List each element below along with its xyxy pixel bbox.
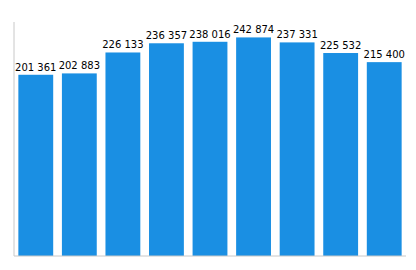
bar [18,75,53,256]
bar [280,42,315,256]
bar [367,62,402,256]
data-label: 242 874 [233,24,274,35]
data-label: 215 400 [364,49,405,60]
bar [62,73,97,256]
x-axis-line [14,256,406,257]
chart-container: 201 361202 883226 133236 357238 016242 8… [0,0,416,270]
y-axis-line [14,22,15,256]
data-label: 201 361 [15,62,56,73]
bar [149,43,184,256]
chart: 201 361202 883226 133236 357238 016242 8… [0,0,416,270]
data-label: 226 133 [102,39,143,50]
bars [18,37,401,256]
data-label: 202 883 [59,60,100,71]
data-label: 225 532 [320,40,361,51]
data-label: 236 357 [146,30,187,41]
data-label: 238 016 [189,29,230,40]
data-label: 237 331 [276,29,317,40]
bar [193,42,228,256]
bar [323,53,358,256]
bar [105,52,140,256]
bar [236,37,271,256]
